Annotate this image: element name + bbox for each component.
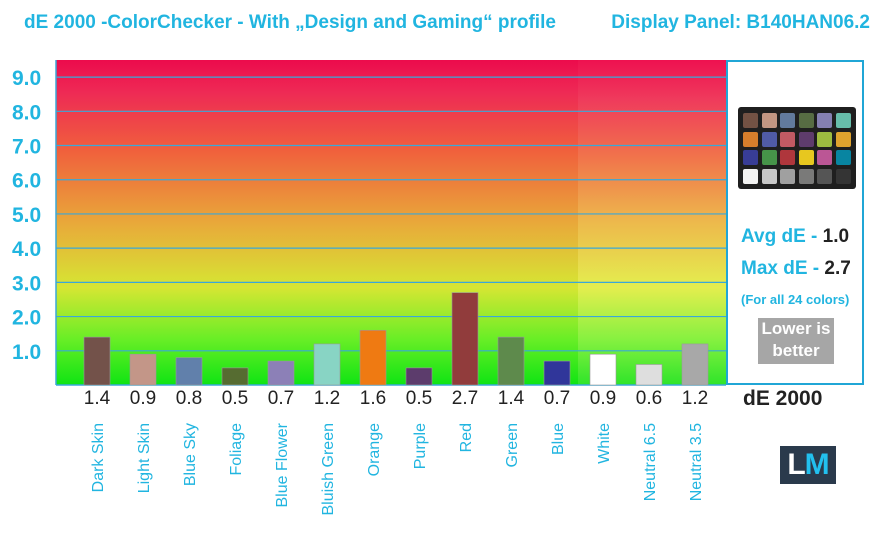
bar [451, 292, 479, 386]
header: dE 2000 -ColorChecker - With „Design and… [0, 0, 890, 50]
metric-label: dE 2000 [743, 387, 823, 410]
plot-background-neutral [578, 60, 726, 385]
logo-m: M [804, 448, 830, 481]
avg-de-label: Avg dE - [741, 226, 823, 247]
colorchecker-swatch [761, 168, 777, 184]
bar [359, 329, 387, 386]
bar-value-label: 0.9 [590, 388, 616, 409]
laptopmedia-logo: LM [780, 446, 836, 484]
x-category-label: Foliage [228, 423, 245, 476]
y-tick-label: 5.0 [12, 204, 41, 227]
colorchecker-swatch [835, 131, 851, 147]
colorchecker-swatch [835, 168, 851, 184]
bar-value-label: 0.9 [130, 388, 156, 409]
colorchecker-swatch [817, 113, 832, 128]
bar-value-label: 0.5 [222, 388, 248, 409]
bar [313, 343, 341, 386]
colorchecker-swatch [743, 168, 758, 184]
lower-line-2: better [772, 341, 820, 360]
bar [267, 360, 295, 386]
y-tick-label: 4.0 [12, 238, 41, 261]
x-category-label: Neutral 6.5 [642, 423, 659, 501]
x-category-label: Blue Sky [182, 423, 199, 486]
all-colors-note: (For all 24 colors) [741, 292, 850, 307]
y-tick-label: 9.0 [12, 67, 41, 90]
colorchecker-swatch [780, 131, 795, 147]
x-category-label: Blue Flower [274, 422, 291, 507]
plot-background [56, 60, 578, 385]
x-category-label: Green [504, 423, 521, 467]
lower-line-1: Lower is [761, 319, 831, 338]
bar [497, 336, 525, 386]
colorchecker-swatch [743, 131, 758, 147]
bar [681, 343, 709, 386]
colorchecker-swatch [817, 168, 832, 184]
colorchecker-swatch [798, 113, 814, 128]
x-category-label: Bluish Green [320, 423, 337, 516]
y-tick-label: 1.0 [12, 341, 41, 364]
colorchecker-swatch [835, 113, 851, 128]
avg-de-value: 1.0 [822, 226, 850, 247]
logo-l: L [787, 448, 805, 481]
bar-value-label: 1.2 [314, 388, 340, 409]
x-category-label: Red [458, 423, 475, 452]
colorchecker-swatch [835, 150, 851, 165]
bar-value-label: 0.6 [636, 388, 662, 409]
chart-title: dE 2000 -ColorChecker - With „Design and… [24, 12, 556, 33]
max-de-stat: Max dE - 2.7 [741, 258, 851, 280]
colorchecker-chart-icon [738, 107, 856, 189]
bar-value-label: 0.7 [544, 388, 570, 409]
colorchecker-swatch [780, 150, 795, 165]
y-tick-label: 3.0 [12, 272, 41, 295]
bar-value-label: 2.7 [452, 388, 478, 409]
x-category-label: Orange [366, 423, 383, 476]
colorchecker-swatch [761, 131, 777, 147]
bar-value-label: 0.5 [406, 388, 432, 409]
avg-de-stat: Avg dE - 1.0 [741, 226, 849, 248]
bar [405, 367, 433, 386]
x-category-label: White [596, 423, 613, 464]
colorchecker-swatch [743, 113, 758, 128]
x-category-label: Purple [412, 423, 429, 469]
y-tick-label: 7.0 [12, 136, 41, 159]
x-category-label: Dark Skin [90, 423, 107, 492]
bar-value-label: 1.2 [682, 388, 708, 409]
colorchecker-swatch [761, 113, 777, 128]
bar [221, 367, 249, 386]
colorchecker-swatch [798, 150, 814, 165]
y-tick-label: 2.0 [12, 307, 41, 330]
colorchecker-swatch [798, 131, 814, 147]
colorchecker-swatch [817, 131, 832, 147]
display-panel-label: Display Panel: B140HAN06.2 [611, 12, 870, 33]
colorchecker-swatch [780, 168, 795, 184]
bar-value-label: 1.4 [498, 388, 525, 409]
colorchecker-swatch [780, 113, 795, 128]
y-tick-label: 8.0 [12, 101, 41, 124]
bar-value-label: 0.7 [268, 388, 294, 409]
bar [175, 357, 203, 386]
y-tick-label: 6.0 [12, 170, 41, 193]
x-category-label: Neutral 3.5 [688, 423, 705, 501]
bar [589, 353, 617, 386]
bar [635, 364, 663, 386]
bar-value-label: 1.6 [360, 388, 386, 409]
bar [83, 336, 111, 386]
bar [129, 353, 157, 386]
colorchecker-swatch [817, 150, 832, 165]
bar-value-label: 1.4 [84, 388, 111, 409]
bar [543, 360, 571, 386]
max-de-label: Max dE - [741, 258, 825, 279]
x-category-label: Blue [550, 423, 567, 455]
colorchecker-swatch [743, 150, 758, 165]
bar-value-label: 0.8 [176, 388, 202, 409]
colorchecker-swatch [798, 168, 814, 184]
lower-is-better-badge: Lower is better [758, 318, 834, 364]
colorchecker-swatch [761, 150, 777, 165]
max-de-value: 2.7 [824, 258, 851, 279]
x-category-label: Light Skin [136, 423, 153, 493]
